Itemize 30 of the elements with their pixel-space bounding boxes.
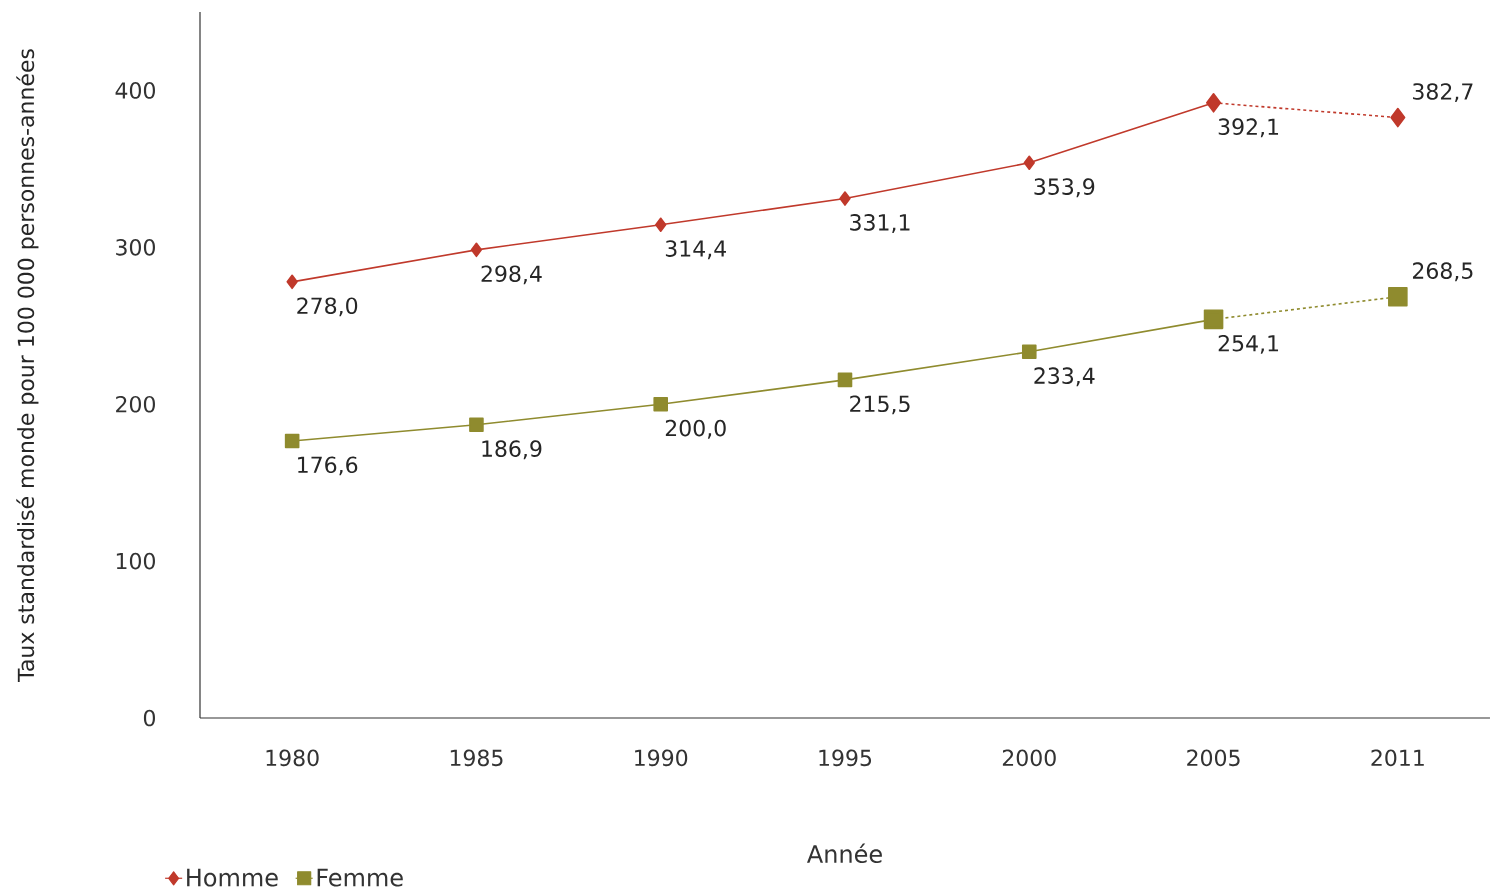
data-label: 200,0 [665, 419, 726, 439]
data-label: 314,4 [665, 240, 726, 260]
data-label: 254,1 [1218, 334, 1279, 354]
y-tick-label: 300 [116, 239, 155, 256]
x-tick-label: 1990 [635, 749, 688, 767]
y-tick-label: 100 [116, 552, 155, 570]
data-label: 186,9 [482, 440, 542, 460]
x-tick-label: 1995 [819, 749, 872, 767]
data-label: 331,1 [850, 214, 910, 233]
data-label: 353,9 [1034, 178, 1095, 198]
data-label: 176,6 [298, 456, 358, 476]
x-tick-label: 2000 [1002, 749, 1056, 767]
legend-label: Homme [187, 868, 278, 887]
x-tick-label: 2005 [1187, 749, 1240, 767]
y-tick-label: 0 [143, 709, 155, 727]
y-tick-label: 400 [115, 82, 155, 99]
data-label: 382,7 [1413, 83, 1473, 103]
data-label: 298,4 [481, 265, 542, 285]
data-label: 278,0 [297, 297, 358, 317]
y-tick-label: 200 [116, 395, 155, 413]
legend-label: Femme [317, 868, 403, 887]
x-axis-title: Année [806, 843, 882, 864]
x-tick-label: 1980 [266, 749, 319, 767]
data-label: 233,4 [1034, 367, 1095, 387]
data-label: 215,5 [850, 395, 910, 415]
data-label: 268,5 [1412, 262, 1473, 282]
x-tick-label: 1985 [450, 749, 503, 767]
data-label: 392,1 [1218, 118, 1279, 138]
x-tick-label: 2011 [1371, 749, 1424, 767]
y-axis-title: Taux standardisé monde pour 100 000 personnes-années [16, 49, 39, 682]
